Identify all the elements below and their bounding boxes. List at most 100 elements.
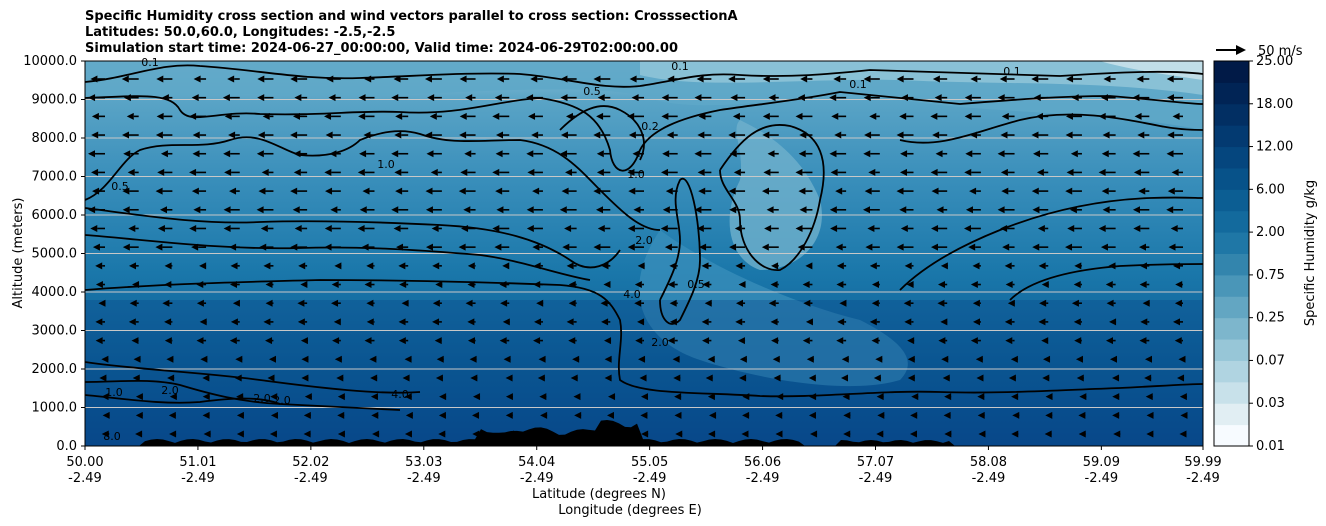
wind-vector-head: [290, 75, 298, 83]
wind-vector-head: [944, 393, 952, 401]
wind-vector-head: [965, 206, 973, 214]
colorbar-swatch: [1214, 103, 1249, 126]
wind-vector-head: [664, 243, 672, 251]
wind-vector-head: [1139, 281, 1147, 289]
wind-vector-head: [896, 131, 904, 139]
wind-vector-head: [1012, 411, 1020, 419]
humidity-fill-region: [639, 230, 908, 387]
wind-vector-head: [661, 94, 669, 102]
x-tick-label-longitude: -2.49: [746, 471, 780, 486]
wind-vector-head: [662, 150, 670, 158]
wind-vector-head: [467, 262, 475, 270]
wind-vector-head: [534, 318, 542, 326]
wind-vector-head: [160, 150, 168, 158]
wind-vector-head: [709, 411, 717, 419]
colorbar-tick-label: 18.00: [1256, 97, 1293, 112]
wind-vector-head: [1100, 94, 1108, 102]
wind-vector-head: [900, 224, 908, 232]
wind-vector-head: [358, 112, 366, 120]
wind-vector-head: [157, 224, 165, 232]
wind-vector-head: [157, 168, 165, 176]
wind-vector-head: [869, 262, 877, 270]
wind-vector-head: [236, 393, 244, 401]
wind-vector-head: [160, 206, 168, 214]
wind-vector-head: [565, 112, 573, 120]
wind-vector-head: [196, 337, 204, 345]
wind-vector-head: [391, 150, 399, 158]
wind-vector-head: [326, 75, 334, 83]
wind-vector-head: [768, 299, 776, 307]
wind-vector-head: [528, 112, 536, 120]
contour-line: [559, 105, 645, 161]
wind-vector-head: [467, 318, 475, 326]
wind-vector-head: [869, 112, 877, 120]
wind-vector-head: [263, 318, 271, 326]
wind-vector-head: [629, 75, 637, 83]
wind-vector-head: [332, 337, 340, 345]
wind-vector-head: [907, 355, 915, 363]
wind-vector-head: [770, 281, 778, 289]
wind-vector-head: [704, 299, 712, 307]
wind-vector-head: [405, 411, 413, 419]
wind-vector-head: [1031, 187, 1039, 195]
wind-vector-head: [969, 187, 977, 195]
colorbar-swatch: [1214, 167, 1249, 190]
wind-vector-head: [876, 393, 884, 401]
wind-vector-head: [429, 112, 437, 120]
wind-vector-head: [899, 112, 907, 120]
wind-vector-head: [229, 337, 237, 345]
wind-vector-head: [88, 94, 96, 102]
wind-vector-head: [369, 355, 377, 363]
x-tick-label-longitude: -2.49: [972, 471, 1006, 486]
wind-vector-head: [122, 243, 130, 251]
wind-vector-head: [1045, 411, 1053, 419]
wind-vector-head: [631, 94, 639, 102]
wind-vector-head: [325, 131, 333, 139]
wind-vector-head: [398, 262, 406, 270]
wind-vector-head: [1174, 337, 1182, 345]
wind-vector-head: [640, 411, 648, 419]
wind-vector-head: [773, 374, 781, 382]
wind-vector-head: [123, 94, 131, 102]
wind-vector-head: [596, 168, 604, 176]
contour-label: 0.1: [1003, 65, 1021, 78]
contour-label: 1.0: [627, 168, 645, 181]
wind-vector-head: [470, 374, 478, 382]
wind-vector-head: [930, 168, 938, 176]
wind-vector-head: [674, 411, 682, 419]
wind-vector-head: [372, 430, 380, 438]
wind-vector-head: [203, 430, 211, 438]
wind-vector-head: [1110, 355, 1118, 363]
wind-vector-head: [1146, 430, 1154, 438]
x-tick-label-latitude: 56.06: [744, 455, 781, 470]
wind-vector-head: [904, 318, 912, 326]
wind-vector-head: [101, 393, 109, 401]
wind-vector-head: [729, 150, 737, 158]
wind-vector-head: [739, 355, 747, 363]
wind-vector-head: [877, 411, 885, 419]
wind-vector-head: [729, 206, 737, 214]
wind-vector-head: [964, 112, 972, 120]
wind-vector-head: [568, 299, 576, 307]
wind-vector-head: [806, 355, 814, 363]
wind-vector-head: [1078, 411, 1086, 419]
wind-vector-head: [871, 281, 879, 289]
wind-vector-head: [1065, 243, 1073, 251]
wind-vectors: [88, 75, 1188, 438]
wind-vector-head: [532, 243, 540, 251]
wind-vector-head: [1041, 337, 1049, 345]
colorbar-tick-label: 6.00: [1256, 182, 1285, 197]
wind-vector-head: [940, 318, 948, 326]
wind-vector-head: [696, 75, 704, 83]
y-axis: 0.0 1000.0 2000.0 3000.0 4000.0 5000.0 6000.0 7…: [23, 54, 85, 454]
wind-vector-head: [126, 112, 134, 120]
wind-vector-head: [536, 299, 544, 307]
wind-vector-head: [537, 374, 545, 382]
wind-vector-head: [596, 150, 604, 158]
wind-vector-head: [603, 281, 611, 289]
wind-vector-head: [526, 150, 534, 158]
wind-vector-head: [907, 337, 915, 345]
wind-vector-head: [903, 299, 911, 307]
wind-vector-head: [829, 94, 837, 102]
wind-vector-head: [835, 243, 843, 251]
